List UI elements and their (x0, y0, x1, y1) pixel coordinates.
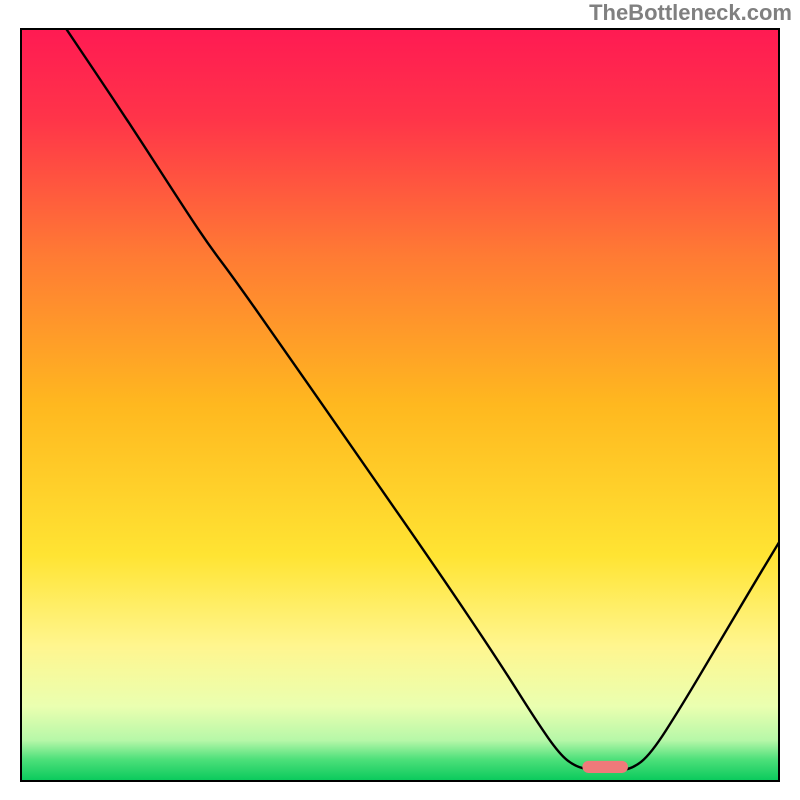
bottleneck-chart: TheBottleneck.com (0, 0, 800, 800)
plot-background (20, 28, 780, 782)
min-marker (582, 761, 628, 773)
plot-svg (20, 28, 780, 782)
watermark-text: TheBottleneck.com (589, 0, 792, 26)
